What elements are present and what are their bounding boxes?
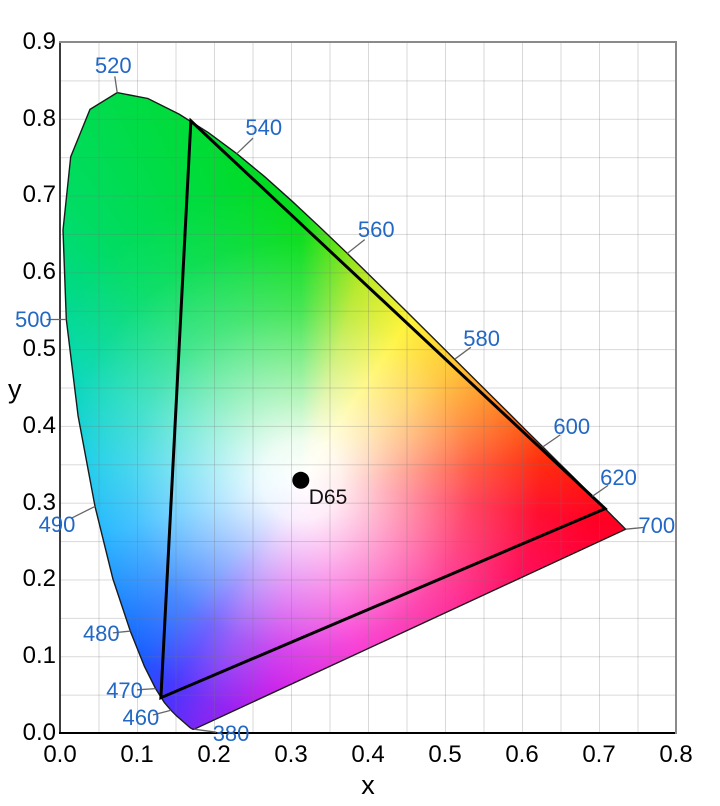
y-axis-title: y	[8, 374, 22, 404]
x-tick-0.5: 0.5	[428, 741, 462, 768]
x-tick-0.7: 0.7	[582, 741, 616, 768]
y-tick-0.8: 0.8	[22, 104, 56, 132]
x-tick-0.2: 0.2	[197, 741, 231, 768]
y-tick-0.6: 0.6	[22, 258, 56, 286]
y-tick-0.3: 0.3	[22, 488, 56, 516]
y-tick-0.5: 0.5	[22, 335, 56, 362]
y-tick-0.0: 0.0	[22, 719, 56, 746]
x-tick-0.1: 0.1	[120, 741, 154, 768]
x-tick-0.6: 0.6	[505, 741, 539, 768]
wavelength-label-500: 500	[14, 306, 52, 332]
y-tick-0.7: 0.7	[22, 181, 56, 209]
grid-lines	[60, 42, 677, 734]
y-tick-0.4: 0.4	[22, 411, 56, 439]
x-axis-line	[59, 732, 677, 734]
y-axis-line	[59, 42, 61, 734]
y-tick-0.1: 0.1	[22, 642, 56, 670]
plot-border-top	[59, 41, 677, 43]
x-tick-0.0: 0.0	[43, 741, 77, 768]
plot-border-right	[675, 41, 677, 734]
x-tick-0.8: 0.8	[659, 741, 693, 768]
x-tick-0.3: 0.3	[274, 741, 308, 768]
y-tick-0.2: 0.2	[22, 565, 56, 593]
x-tick-0.4: 0.4	[351, 741, 385, 768]
y-tick-0.9: 0.9	[22, 27, 56, 55]
x-axis-title: x	[361, 770, 375, 800]
